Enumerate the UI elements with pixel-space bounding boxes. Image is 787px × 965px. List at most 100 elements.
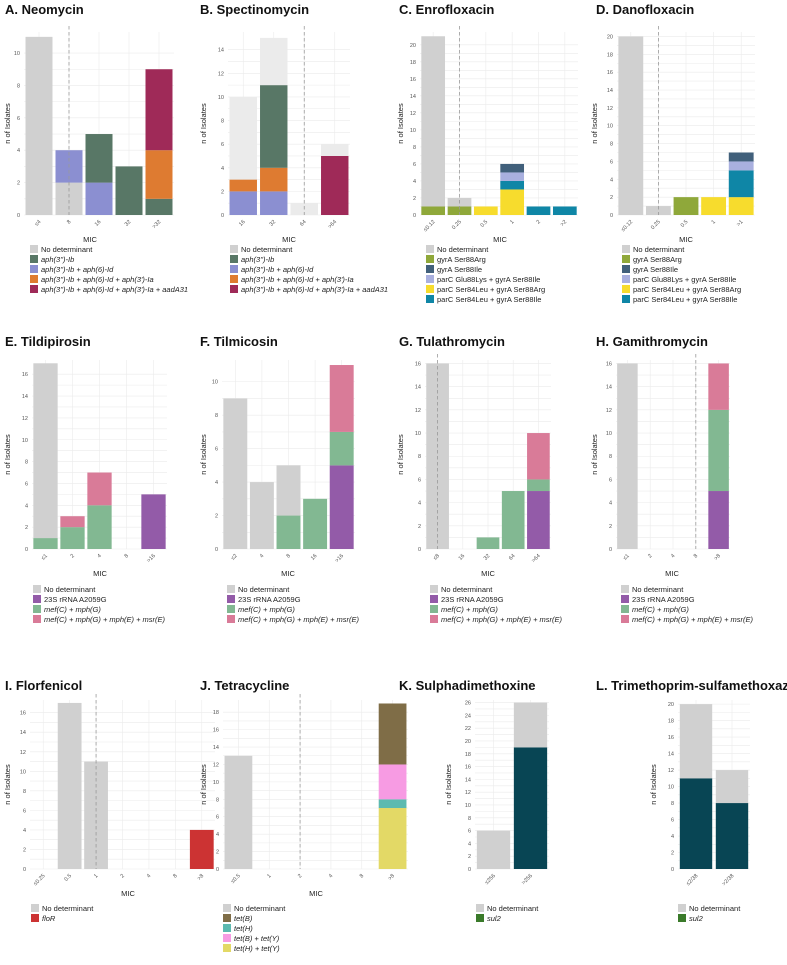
bar-segment [224,755,253,869]
x-tick-label: ≤4 [34,219,43,228]
bar-segment [500,163,525,173]
bar-segment [708,409,729,492]
x-tick-label: ≤0.5 [230,873,242,885]
y-tick-label: 4 [17,148,20,154]
y-axis-label: n of Isolates [3,103,12,144]
x-tick-label: 2 [647,553,653,559]
legend-label: gyrA Ser88Arg [633,255,682,264]
bar-segment [447,206,472,215]
x-tick-label: >8 [713,553,722,562]
x-axis-label: MIC [493,235,507,244]
y-tick-label: 2 [413,196,416,202]
y-tick-label: 2 [468,854,471,860]
bar-segment [728,197,754,215]
bar-segment [329,431,354,466]
legend-label: mef(C) + mph(G) [441,605,498,614]
legend-label: tet(B) [234,914,253,923]
x-tick-label: >16 [334,553,345,564]
y-axis-label: n of Isolates [3,764,12,805]
y-tick-label: 0 [468,867,471,873]
legend-swatch [678,904,686,912]
chart-title: A. Neomycin [5,2,84,17]
x-tick-label: 2 [120,873,126,879]
chart-title: J. Tetracycline [200,678,289,693]
y-tick-label: 14 [218,48,224,54]
y-axis-label: n of Isolates [444,764,453,805]
legend-swatch [621,585,629,593]
legend-swatch [621,615,629,623]
bar-segment [500,189,525,215]
y-tick-label: 4 [25,503,28,509]
x-axis-label: MIC [282,235,296,244]
y-tick-label: 14 [22,394,28,400]
legend-label: sul2 [487,914,502,923]
bar-segment [378,808,407,869]
y-axis-label: n of Isolates [199,764,208,805]
x-tick-label: 0.5 [63,873,73,883]
bar-segment [85,182,113,215]
legend-swatch [230,285,238,293]
x-tick-label: 8 [66,219,72,225]
bar-segment [513,747,548,869]
x-tick-label: ≤2/38 [685,873,699,887]
legend-swatch [476,904,484,912]
y-tick-label: 26 [465,701,471,707]
bar-segment [260,191,288,215]
chart-panel-12: L. Trimethoprim-sulfamethoxazole 0 2 4 6 8 10 1… [596,678,787,923]
legend-label: No determinant [42,904,94,913]
y-tick-label: 4 [671,834,674,840]
legend-swatch [678,914,686,922]
legend-label: gyrA Ser88Ile [633,265,678,274]
bar-segment [303,498,328,549]
x-tick-label: 0.5 [680,219,690,229]
y-tick-label: 6 [216,815,219,821]
y-tick-label: 8 [25,460,28,466]
legend-swatch [430,595,438,603]
legend-swatch [622,285,630,293]
legend-swatch [230,255,238,263]
y-tick-label: 14 [607,88,613,94]
y-tick-label: 12 [606,408,612,414]
x-tick-label: >2 [560,219,569,228]
legend-label: parC Ser84Leu + gyrA Ser88Arg [437,285,545,294]
x-tick-label: ≤8 [432,553,441,562]
y-axis-label: n of Isolates [199,434,208,475]
chart-panel-6: F. Tilmicosin 0 2 4 6 8 10 ≤2 4 8 16 >16 MIC n of Iso… [199,334,360,624]
bar-segment [473,206,498,215]
legend-swatch [622,255,630,263]
y-tick-label: 14 [415,385,421,391]
bar-segment [421,206,446,215]
chart-title: K. Sulphadimethoxine [399,678,536,693]
x-tick-label: 0.5 [480,219,490,229]
bar-segment [617,363,638,549]
y-tick-label: 16 [607,70,613,76]
y-tick-label: 8 [671,801,674,807]
bar-segment [25,36,53,216]
bar-segment [276,465,301,516]
legend-swatch [30,255,38,263]
y-axis-label: n of Isolates [199,103,208,144]
y-tick-label: 18 [410,60,416,66]
chart-panel-4: D. Danofloxacin 0 2 4 6 8 10 12 14 16 18 20 ≤0.12 0.2… [590,2,755,304]
x-tick-label: ≤1 [622,553,631,562]
bar-segment [321,144,349,156]
y-tick-label: 10 [607,124,613,130]
y-tick-label: 12 [218,71,224,77]
y-tick-label: 12 [668,768,674,774]
bar-segment [378,703,407,765]
bar-segment [329,465,354,549]
y-tick-label: 8 [413,145,416,151]
bar-segment [145,198,173,215]
y-tick-label: 6 [25,481,28,487]
chart-title: E. Tildipirosin [5,334,91,349]
y-tick-label: 24 [465,713,471,719]
chart-title: F. Tilmicosin [200,334,278,349]
x-tick-label: 4 [328,873,334,879]
bar-segment [476,537,500,549]
y-tick-label: 14 [668,752,674,758]
bar-segment [33,363,58,539]
legend-swatch [33,595,41,603]
legend-label: mef(C) + mph(G) + mph(E) + msr(E) [632,615,754,624]
legend-swatch [227,595,235,603]
